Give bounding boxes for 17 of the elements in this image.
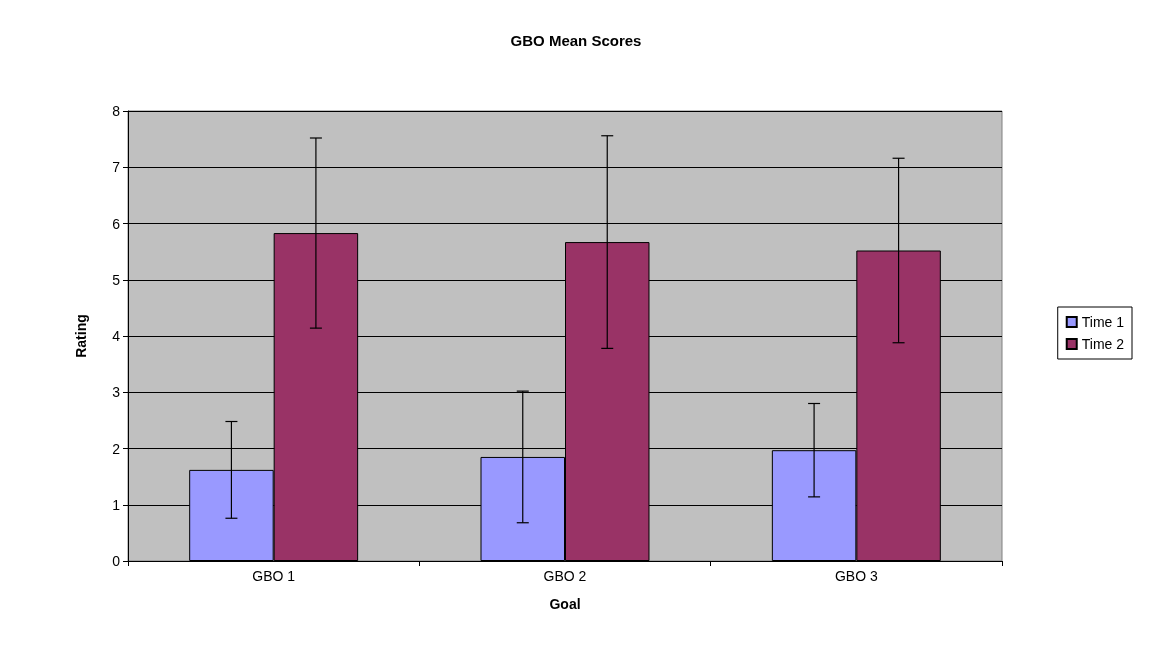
x-tick-label: GBO 3 [834,568,878,584]
y-tick-label: 7 [112,159,121,176]
chart-title: GBO Mean Scores [510,32,642,49]
y-tick-label: 0 [112,553,121,569]
y-tick-label: 6 [112,215,121,232]
legend-label: Time 2 [1081,336,1125,352]
y-tick-label: 5 [112,271,121,288]
y-tick-label: 4 [112,328,121,344]
x-tick-label: GBO 2 [543,568,587,584]
legend-label: Time 1 [1081,314,1125,330]
y-tick-label: 3 [112,384,121,401]
x-tick-label: GBO 1 [252,568,296,584]
y-axis-title: Rating [73,314,89,358]
y-tick-label: 8 [112,103,121,119]
x-axis-title: Goal [549,596,581,612]
y-tick-label: 2 [112,440,121,457]
y-tick-label: 1 [112,496,121,513]
